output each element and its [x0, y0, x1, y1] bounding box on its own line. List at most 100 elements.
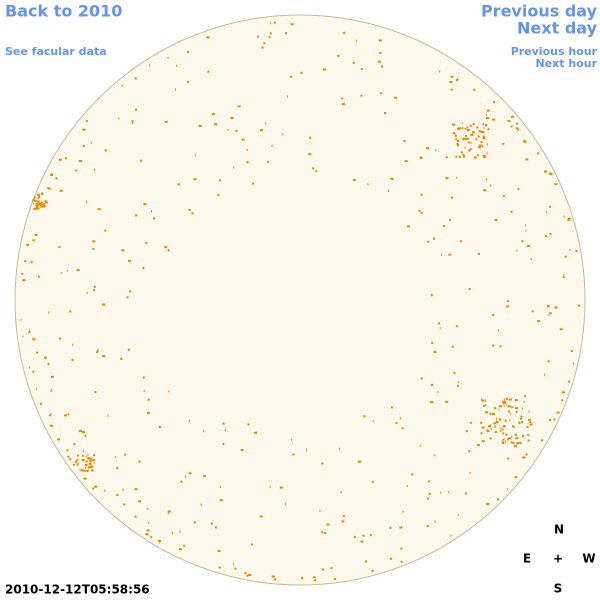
- facula: [259, 515, 263, 518]
- facula: [377, 60, 381, 63]
- facula: [510, 125, 513, 128]
- facula: [468, 288, 471, 290]
- facula: [37, 275, 40, 278]
- facula: [218, 179, 221, 182]
- facula: [237, 105, 241, 108]
- facula: [235, 129, 238, 132]
- facula: [279, 486, 283, 489]
- facula: [480, 141, 483, 143]
- facula: [411, 473, 414, 476]
- facula: [219, 499, 223, 502]
- facula: [75, 460, 77, 463]
- facula: [167, 512, 169, 515]
- facula: [135, 214, 138, 217]
- facula: [403, 139, 406, 142]
- facula: [330, 567, 333, 570]
- facula: [468, 141, 470, 144]
- facula: [519, 442, 522, 445]
- next-hour-link[interactable]: Next hour: [536, 57, 598, 70]
- facula: [465, 127, 467, 130]
- facula: [93, 289, 96, 292]
- facula: [194, 154, 196, 157]
- facula: [449, 218, 452, 221]
- facula: [453, 371, 456, 374]
- facula: [97, 208, 101, 211]
- next-day-link[interactable]: Next day: [517, 19, 598, 38]
- facula: [406, 485, 408, 487]
- facula: [516, 442, 520, 445]
- facula: [47, 187, 50, 190]
- facula: [32, 199, 36, 202]
- facula: [29, 366, 30, 369]
- facula: [402, 510, 404, 513]
- facula: [37, 196, 40, 199]
- facula: [301, 577, 304, 579]
- facular-link[interactable]: See facular data: [5, 45, 107, 58]
- facula: [489, 184, 491, 187]
- facula: [81, 459, 85, 461]
- facula: [457, 127, 460, 130]
- facula: [49, 414, 52, 417]
- facula: [90, 466, 93, 469]
- facula: [401, 427, 404, 430]
- facula: [518, 422, 521, 424]
- facula: [172, 532, 174, 534]
- facula: [395, 421, 398, 424]
- facula: [529, 421, 532, 424]
- facula: [89, 459, 92, 462]
- facula: [511, 435, 513, 438]
- facula: [427, 480, 430, 483]
- facula: [489, 412, 492, 415]
- facula: [499, 345, 502, 348]
- facula: [135, 108, 137, 111]
- facula: [104, 489, 106, 492]
- facula: [50, 375, 54, 378]
- facula: [484, 399, 486, 402]
- facula: [145, 533, 149, 536]
- facula: [564, 255, 567, 258]
- facula: [340, 491, 342, 494]
- facula: [466, 126, 469, 129]
- facula: [505, 305, 509, 308]
- facula: [82, 469, 86, 472]
- facula: [246, 574, 249, 577]
- facula: [290, 23, 294, 26]
- facula: [32, 338, 36, 341]
- facula: [501, 428, 504, 431]
- facula: [506, 488, 508, 491]
- facula: [142, 267, 145, 269]
- previous-hour-link[interactable]: Previous hour: [511, 45, 598, 58]
- facula: [523, 400, 525, 403]
- facula: [179, 530, 181, 533]
- facula: [22, 335, 24, 338]
- facula: [388, 189, 389, 192]
- facula: [244, 572, 247, 575]
- facula: [519, 417, 522, 420]
- facula: [158, 426, 161, 428]
- facula: [445, 177, 449, 180]
- facula: [486, 178, 487, 181]
- previous-day-link[interactable]: Previous day: [481, 2, 598, 21]
- facula: [483, 156, 486, 159]
- facula: [167, 57, 169, 60]
- facula: [457, 144, 459, 147]
- facula: [343, 31, 346, 34]
- facula: [233, 166, 235, 169]
- facula: [121, 249, 125, 252]
- facula: [393, 96, 397, 99]
- facula: [525, 224, 527, 227]
- facula: [483, 122, 485, 125]
- facula: [502, 425, 506, 428]
- facula: [508, 398, 512, 401]
- facula: [452, 123, 456, 126]
- facula: [525, 453, 528, 456]
- facula: [546, 305, 550, 308]
- facula: [438, 322, 441, 325]
- back-link[interactable]: Back to 2010: [5, 2, 122, 21]
- facula: [341, 97, 344, 100]
- facula: [506, 438, 509, 441]
- facula: [526, 245, 530, 247]
- facula: [188, 472, 192, 475]
- facula: [475, 138, 478, 141]
- facula: [20, 318, 22, 321]
